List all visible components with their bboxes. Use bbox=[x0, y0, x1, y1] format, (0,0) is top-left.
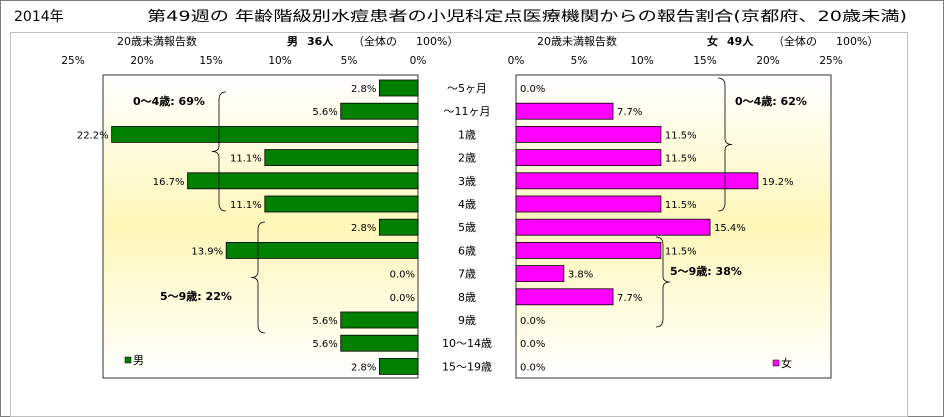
male-tick-label: 15% bbox=[199, 55, 222, 67]
male-bar bbox=[378, 79, 419, 97]
male-bar bbox=[340, 334, 419, 352]
male-data-label: 16.7% bbox=[153, 177, 185, 188]
male-data-label: 13.9% bbox=[191, 246, 223, 257]
category-label: 1歳 bbox=[458, 128, 476, 141]
female-tick-label: 20% bbox=[756, 55, 779, 67]
female-heading-count: 49人 bbox=[727, 34, 754, 48]
male-data-label: 0.0% bbox=[390, 293, 415, 304]
female-data-label: 3.8% bbox=[568, 270, 593, 281]
female-data-label: 0.0% bbox=[520, 362, 545, 373]
female-tick-label: 15% bbox=[693, 55, 716, 67]
male-heading-count: 36人 bbox=[307, 34, 334, 48]
male-legend-swatch bbox=[124, 356, 132, 364]
male-data-label: 11.1% bbox=[230, 154, 262, 165]
male-data-label: 2.8% bbox=[351, 223, 376, 234]
female-tick-label: 5% bbox=[571, 55, 588, 67]
female-brace-5-9 bbox=[655, 236, 671, 328]
category-label: 9歳 bbox=[458, 314, 476, 327]
male-bar bbox=[378, 218, 419, 236]
female-data-label: 11.5% bbox=[665, 130, 697, 141]
male-data-label: 22.2% bbox=[77, 130, 109, 141]
male-bar bbox=[378, 357, 419, 375]
female-data-label: 11.5% bbox=[665, 200, 697, 211]
female-bar bbox=[515, 149, 662, 167]
male-brace-0-4 bbox=[211, 91, 227, 212]
male-bar bbox=[340, 102, 419, 120]
female-data-label: 15.4% bbox=[714, 223, 746, 234]
female-data-label: 19.2% bbox=[762, 177, 794, 188]
female-bar bbox=[515, 126, 662, 143]
female-bar bbox=[515, 265, 565, 283]
category-label: 5歳 bbox=[458, 221, 476, 234]
category-label: 8歳 bbox=[458, 291, 476, 304]
male-tick-label: 5% bbox=[341, 55, 358, 67]
female-tick-label: 10% bbox=[630, 55, 653, 67]
male-heading-sex: 男 bbox=[287, 35, 298, 48]
category-label: ～5ヶ月 bbox=[447, 82, 487, 95]
male-data-label: 5.6% bbox=[312, 107, 337, 118]
female-data-label: 7.7% bbox=[617, 293, 642, 304]
female-bar bbox=[515, 102, 614, 120]
male-data-label: 2.8% bbox=[351, 84, 376, 95]
male-data-label: 5.6% bbox=[312, 339, 337, 350]
male-legend-label: 男 bbox=[133, 354, 144, 367]
female-tick-label: 25% bbox=[819, 55, 842, 67]
female-annotation-0-4: 0～4歳: 62% bbox=[735, 94, 807, 108]
female-data-label: 7.7% bbox=[617, 107, 642, 118]
female-annotation-5-9: 5～9歳: 38% bbox=[670, 264, 742, 278]
category-label: 7歳 bbox=[458, 268, 476, 281]
female-data-label: 0.0% bbox=[520, 316, 545, 327]
female-bar bbox=[515, 241, 662, 259]
male-tick-label: 25% bbox=[61, 55, 84, 67]
male-data-label: 11.1% bbox=[230, 200, 262, 211]
category-label: 4歳 bbox=[458, 198, 476, 211]
male-annotation-0-4: 0～4歳: 69% bbox=[133, 94, 205, 108]
female-data-label: 11.5% bbox=[665, 246, 697, 257]
female-heading-sex: 女 bbox=[707, 34, 718, 48]
category-label: 10～14歳 bbox=[442, 337, 492, 350]
category-label: 2歳 bbox=[458, 152, 476, 165]
female-brace-0-4 bbox=[717, 77, 733, 212]
male-heading-total: （全体の bbox=[353, 34, 397, 48]
category-label: 15～19歳 bbox=[442, 360, 492, 373]
category-label: ～11ヶ月 bbox=[444, 105, 491, 118]
female-bar bbox=[515, 288, 614, 306]
male-data-label: 5.6% bbox=[312, 316, 337, 327]
male-bar bbox=[225, 241, 419, 259]
category-label: 6歳 bbox=[458, 244, 476, 257]
female-heading-left: 20歳未満報告数 bbox=[537, 35, 617, 48]
female-legend-swatch bbox=[772, 359, 780, 367]
category-label: 3歳 bbox=[458, 175, 476, 188]
male-annotation-5-9: 5～9歳: 22% bbox=[160, 289, 232, 303]
male-heading-left: 20歳未満報告数 bbox=[117, 35, 197, 48]
male-data-label: 2.8% bbox=[351, 362, 376, 373]
male-bar bbox=[264, 149, 419, 167]
female-bar bbox=[515, 218, 711, 236]
female-bar bbox=[515, 195, 662, 213]
female-data-label: 11.5% bbox=[665, 154, 697, 165]
chart-title: 第49週の 年齢階級別水痘患者の小児科定点医療機関からの報告割合(京都府、20歳… bbox=[147, 8, 907, 25]
male-bar bbox=[264, 195, 419, 213]
female-heading-pct: 100%） bbox=[836, 35, 878, 48]
female-legend-label: 女 bbox=[781, 356, 792, 370]
male-tick-label: 0% bbox=[410, 55, 427, 67]
male-tick-label: 10% bbox=[268, 55, 291, 67]
female-heading-total: （全体の bbox=[773, 34, 817, 48]
female-bar bbox=[515, 172, 759, 190]
male-bar bbox=[340, 311, 419, 329]
female-data-label: 0.0% bbox=[520, 84, 545, 95]
male-tick-label: 20% bbox=[130, 55, 153, 67]
year-label: 2014年 bbox=[14, 9, 64, 25]
male-bar bbox=[187, 172, 419, 190]
male-data-label: 0.0% bbox=[390, 270, 415, 281]
male-heading-pct: 100%） bbox=[416, 35, 458, 48]
female-data-label: 0.0% bbox=[520, 339, 545, 350]
male-brace-5-9 bbox=[250, 221, 266, 334]
female-tick-label: 0% bbox=[508, 55, 525, 67]
male-bar bbox=[111, 126, 419, 143]
